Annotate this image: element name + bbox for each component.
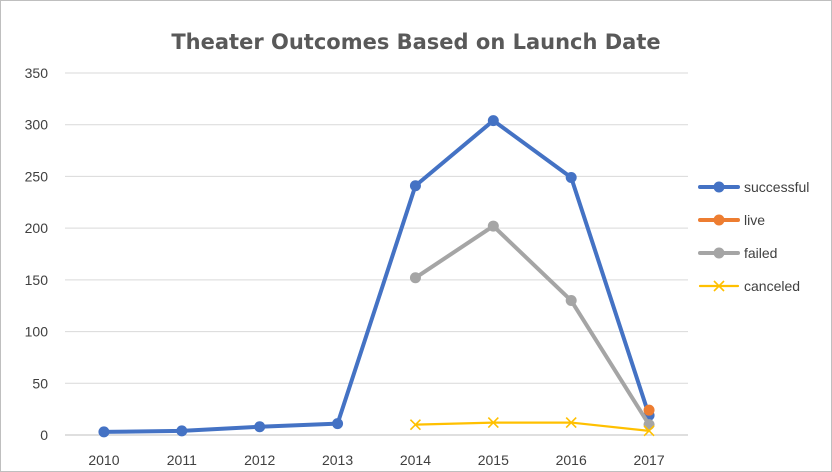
data-point-successful (98, 426, 110, 438)
y-tick-label: 0 (40, 427, 48, 443)
y-tick-label: 300 (25, 117, 49, 133)
marker-stroke (643, 425, 655, 437)
y-tick-label: 250 (25, 168, 49, 184)
marker-stroke (487, 417, 499, 429)
data-point-successful (254, 421, 266, 433)
x-tick-label: 2014 (400, 452, 431, 468)
x-tick-label: 2013 (322, 452, 353, 468)
data-point-failed (643, 419, 655, 431)
data-point-successful (487, 115, 499, 127)
x-tick-label: 2016 (556, 452, 587, 468)
data-point-failed (565, 295, 577, 307)
legend-label-canceled: canceled (744, 278, 800, 294)
legend-marker-live (713, 214, 725, 226)
series-line-successful (101, 118, 652, 434)
y-tick-label: 200 (25, 220, 49, 236)
series-line-canceled (414, 421, 651, 432)
legend-marker-canceled (713, 280, 725, 292)
chart-title: Theater Outcomes Based on Launch Date (171, 30, 661, 54)
x-tick-label: 2011 (167, 452, 197, 468)
data-point-successful (565, 171, 577, 183)
data-point-failed (409, 272, 421, 284)
y-tick-label: 50 (32, 375, 48, 391)
x-tick-label: 2015 (478, 452, 509, 468)
data-point-canceled (643, 425, 655, 437)
y-tick-label: 150 (25, 272, 49, 288)
data-point-failed (487, 220, 499, 232)
x-tick-label: 2012 (244, 452, 275, 468)
data-point-successful (409, 180, 421, 192)
legend-label-successful: successful (744, 179, 809, 195)
y-tick-label: 100 (25, 324, 49, 340)
data-point-canceled (487, 417, 499, 429)
x-tick-label: 2010 (88, 452, 119, 468)
data-point-canceled (409, 419, 422, 431)
legend-marker-successful (713, 181, 725, 193)
data-point-canceled (565, 417, 577, 429)
marker-stroke (713, 280, 725, 292)
y-tick-label: 350 (25, 65, 49, 81)
legend-label-failed: failed (744, 245, 777, 261)
legend-marker-failed (713, 247, 725, 259)
data-point-successful (176, 425, 188, 437)
legend-label-live: live (744, 212, 765, 228)
marker-stroke (565, 417, 577, 429)
series-line-failed (413, 224, 652, 427)
data-point-successful (332, 418, 344, 430)
marker-stroke (409, 419, 422, 431)
data-point-live (643, 404, 655, 416)
x-tick-label: 2017 (633, 452, 664, 468)
